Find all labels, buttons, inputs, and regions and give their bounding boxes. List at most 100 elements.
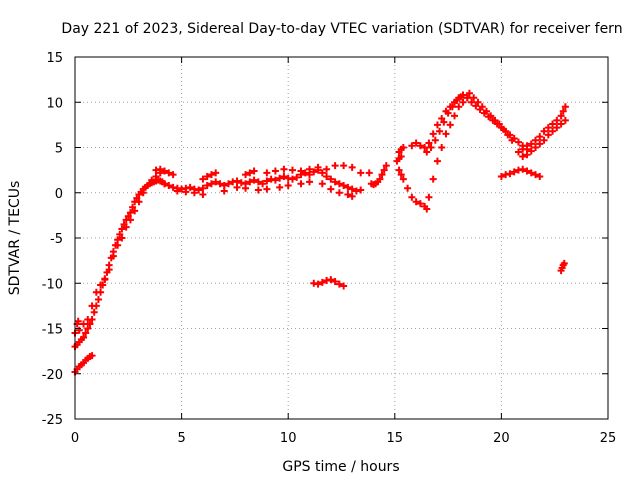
data-point <box>544 124 552 132</box>
data-point <box>429 130 437 138</box>
data-point <box>161 167 169 175</box>
data-point <box>348 192 356 200</box>
data-point <box>133 194 141 202</box>
data-point <box>195 186 203 194</box>
data-point <box>314 280 322 288</box>
data-point <box>376 175 384 183</box>
data-point <box>88 352 96 360</box>
data-point <box>344 191 352 199</box>
data-point <box>310 168 318 176</box>
data-point <box>519 165 527 173</box>
data-point <box>395 166 403 174</box>
data-point <box>514 138 522 146</box>
data-point <box>455 103 463 111</box>
data-point <box>397 153 405 161</box>
data-point <box>126 209 134 217</box>
data-point <box>448 103 456 111</box>
data-point <box>280 165 288 173</box>
data-point <box>495 120 503 128</box>
data-point <box>207 180 215 188</box>
y-tick-label: -15 <box>42 323 63 338</box>
data-point <box>276 183 284 191</box>
data-point <box>143 182 151 190</box>
data-point <box>536 140 544 148</box>
data-point <box>348 185 356 193</box>
data-point <box>438 144 446 151</box>
data-point <box>523 167 531 175</box>
series-main-trace-upper-band <box>71 169 164 337</box>
data-point <box>453 96 461 104</box>
y-tick-label: -25 <box>42 413 63 428</box>
data-point <box>478 103 486 111</box>
data-point <box>416 142 424 150</box>
data-point <box>510 168 518 176</box>
data-point <box>199 184 207 192</box>
data-point <box>331 277 339 285</box>
data-point <box>118 225 126 233</box>
series-final-rise-lower <box>519 116 569 161</box>
data-point <box>532 171 540 179</box>
data-point <box>519 153 527 161</box>
data-point <box>491 116 499 124</box>
data-point <box>297 180 305 188</box>
data-point <box>254 186 262 194</box>
data-point <box>246 169 254 177</box>
data-point <box>399 144 407 151</box>
data-point <box>129 203 137 211</box>
data-point <box>271 176 279 184</box>
data-point <box>442 130 450 138</box>
data-point <box>482 107 490 115</box>
data-point <box>306 165 314 173</box>
y-tick-label: -20 <box>42 368 63 383</box>
data-point <box>84 325 92 332</box>
data-point <box>357 169 365 177</box>
series-trace-15h-mid <box>393 93 465 165</box>
data-point <box>216 180 224 188</box>
data-point <box>457 93 465 101</box>
data-point <box>433 157 441 165</box>
data-point <box>553 116 561 124</box>
data-point <box>487 112 495 120</box>
data-point <box>331 162 339 170</box>
data-point <box>500 125 508 133</box>
data-point <box>335 180 343 188</box>
data-point <box>425 139 433 147</box>
data-point <box>263 177 271 185</box>
chart-title: Day 221 of 2023, Sidereal Day-to-day VTE… <box>61 21 622 37</box>
data-point <box>523 142 531 150</box>
data-point <box>532 136 540 144</box>
data-point <box>340 182 348 190</box>
data-point <box>423 148 431 156</box>
data-point <box>348 163 356 171</box>
data-point <box>327 185 335 193</box>
series-dip-cluster <box>310 276 348 290</box>
data-point <box>416 200 424 208</box>
data-point <box>423 205 431 213</box>
data-point <box>101 276 109 284</box>
data-point <box>212 178 220 186</box>
x-tick-label: 10 <box>280 431 297 446</box>
data-point <box>88 302 96 310</box>
data-point <box>280 172 288 180</box>
data-point <box>233 183 241 191</box>
data-point <box>357 186 365 194</box>
data-point <box>506 170 514 178</box>
data-point <box>233 177 241 185</box>
data-point <box>190 189 198 197</box>
data-point <box>169 171 177 179</box>
series-plateau-upper <box>152 162 373 183</box>
data-point <box>519 145 527 153</box>
data-point <box>323 172 331 180</box>
data-point <box>344 183 352 191</box>
data-point <box>327 175 335 183</box>
data-point <box>335 189 343 197</box>
data-point <box>382 162 390 170</box>
data-point <box>474 98 482 106</box>
data-point <box>105 266 113 274</box>
data-point <box>220 187 228 195</box>
data-point <box>404 184 412 192</box>
data-point <box>399 175 407 183</box>
data-point <box>114 241 122 249</box>
data-point <box>271 167 279 175</box>
